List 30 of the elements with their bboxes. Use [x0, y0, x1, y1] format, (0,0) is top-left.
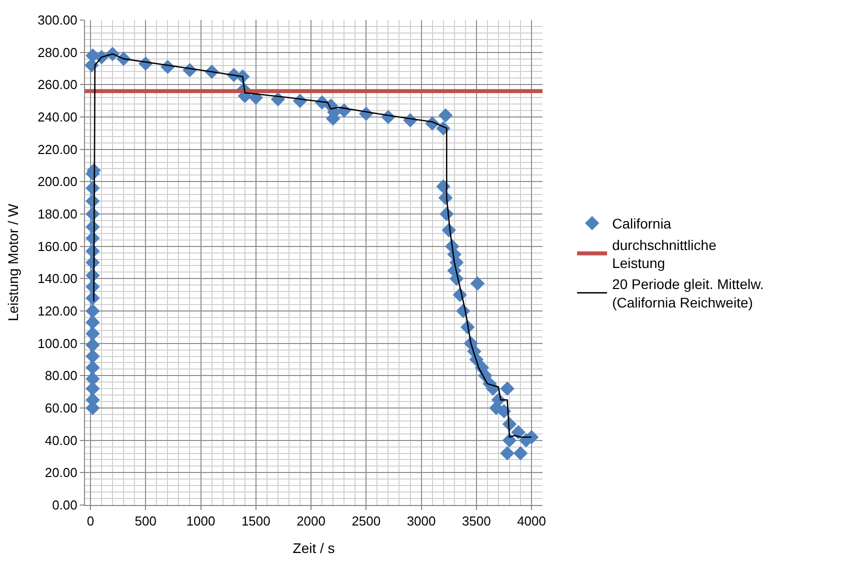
y-tick-label: 200.00 — [38, 174, 78, 190]
y-tick-label: 260.00 — [38, 77, 78, 92]
x-tick-label: 0 — [86, 514, 94, 529]
x-tick-label: 3500 — [462, 514, 491, 529]
y-tick-label: 140.00 — [38, 271, 78, 286]
y-tick-label: 20.00 — [44, 465, 78, 480]
x-tick-label: 2000 — [296, 514, 326, 529]
y-tick-label: 60.00 — [44, 400, 78, 416]
y-tick-label: 180.00 — [38, 206, 78, 222]
x-tick-label: 1000 — [186, 514, 216, 529]
y-tick-label: 280.00 — [38, 44, 78, 60]
y-tick-label: 240.00 — [38, 110, 78, 125]
legend-label: California — [612, 216, 672, 232]
x-tick-label: 500 — [134, 514, 156, 529]
y-tick-label: 100.00 — [38, 336, 78, 351]
y-tick-label: 40.00 — [44, 432, 78, 448]
y-tick-label: 80.00 — [44, 368, 78, 384]
y-tick-label: 0.00 — [52, 498, 78, 513]
x-tick-label: 4000 — [517, 514, 546, 529]
x-tick-label: 2500 — [352, 514, 381, 529]
x-axis-title: Zeit / s — [292, 540, 335, 556]
y-axis-title: Leistung Motor / W — [5, 202, 22, 322]
legend-label: durchschnittliche Leistung — [612, 236, 717, 271]
x-tick-label: 3000 — [406, 514, 436, 529]
y-tick-label: 300.00 — [38, 12, 78, 28]
y-tick-label: 120.00 — [38, 304, 78, 319]
x-tick-label: 1500 — [241, 514, 270, 529]
y-tick-label: 220.00 — [38, 142, 78, 157]
legend-label: 20 Periode gleit. Mittelw. (California Reichweite) — [612, 276, 764, 310]
y-tick-label: 160.00 — [38, 238, 78, 254]
